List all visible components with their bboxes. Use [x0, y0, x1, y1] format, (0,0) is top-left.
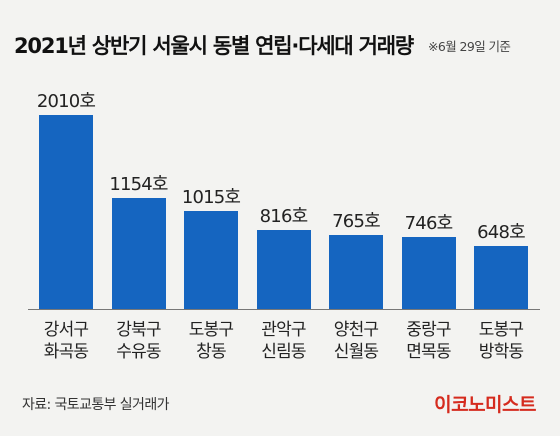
category-label: 도봉구 방학동	[456, 319, 546, 363]
bar	[184, 211, 238, 309]
category-label-line: 수유동	[116, 342, 161, 362]
value-label: 1154호	[109, 173, 168, 195]
category-label: 양천구 신월동	[311, 319, 401, 363]
category-label-line: 창동	[196, 342, 226, 362]
category-label: 강서구 화곡동	[21, 319, 111, 363]
baseline	[28, 309, 540, 310]
category-label-line: 화곡동	[43, 342, 89, 362]
category-label-line: 신림동	[261, 342, 306, 362]
chart-note: ※6월 29일 기준	[428, 39, 511, 54]
brand-logo: 이코노미스트	[434, 394, 536, 416]
category-label-line: 방학동	[478, 342, 524, 362]
value-label: 648호	[477, 222, 526, 244]
category-label: 중랑구 면목동	[384, 319, 474, 363]
bar	[111, 197, 166, 309]
value-label: 1015호	[181, 187, 241, 209]
bar	[39, 115, 93, 309]
category-label-line: 도봉구	[478, 320, 524, 340]
category-label-line: 강서구	[43, 320, 89, 340]
source-note: 자료: 국토교통부 실거래가	[22, 397, 170, 413]
category-label-line: 중랑구	[406, 320, 451, 340]
chart-title: 2021년 상반기 서울시 동별 연립·다세대 거래량	[14, 34, 414, 58]
value-label: 2010호	[36, 91, 96, 112]
category-label-line: 관악구	[261, 320, 306, 340]
value-label: 765호	[332, 211, 381, 233]
category-label-line: 강북구	[116, 320, 161, 340]
category-label: 강북구 수유동	[94, 319, 184, 363]
category-label-line: 면목동	[406, 342, 451, 362]
category-label-line: 양천구	[333, 320, 379, 340]
category-label-line: 도봉구	[188, 320, 234, 340]
category-label-line: 신월동	[333, 342, 379, 362]
category-label: 관악구 신림동	[239, 319, 329, 363]
value-label: 746호	[404, 212, 454, 234]
value-label: 816호	[259, 206, 309, 228]
bar	[256, 230, 311, 309]
category-label: 도봉구 창동	[166, 319, 256, 363]
bar	[474, 246, 528, 309]
bar	[401, 236, 456, 309]
bar	[329, 235, 383, 309]
